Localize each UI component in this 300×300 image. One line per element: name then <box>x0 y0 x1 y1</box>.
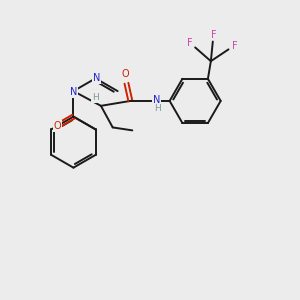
Text: F: F <box>232 41 237 51</box>
Text: N: N <box>93 74 100 83</box>
Text: F: F <box>188 38 193 49</box>
Text: O: O <box>53 121 61 131</box>
Text: N: N <box>153 95 161 105</box>
Text: N: N <box>70 87 77 97</box>
Text: H: H <box>92 94 98 103</box>
Text: H: H <box>154 104 161 113</box>
Text: O: O <box>122 69 129 80</box>
Text: F: F <box>211 30 217 40</box>
